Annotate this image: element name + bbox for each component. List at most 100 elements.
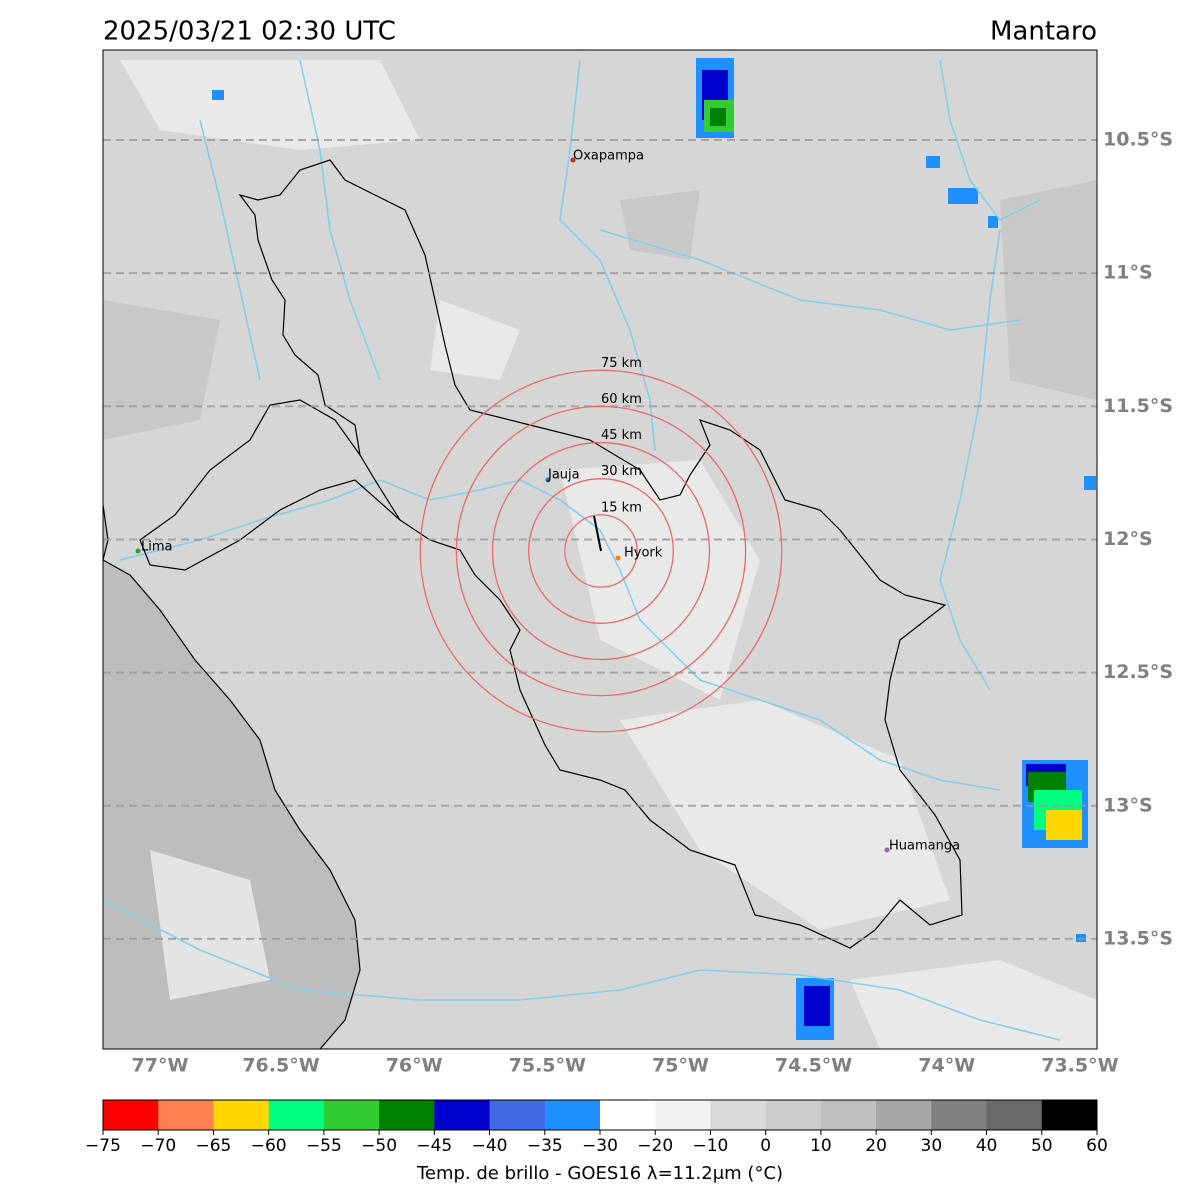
bright-patch bbox=[430, 300, 520, 380]
colorbar-tick-label: −20 bbox=[637, 1136, 673, 1156]
distance-ring bbox=[528, 478, 674, 624]
distance-ring bbox=[491, 441, 711, 661]
sub-basin-boundary bbox=[139, 399, 401, 571]
distance-ring bbox=[419, 369, 783, 733]
colorbar-segment bbox=[876, 1100, 932, 1130]
river bbox=[199, 119, 261, 381]
colorbar-segment bbox=[544, 1100, 601, 1130]
bright-patch bbox=[150, 850, 270, 1000]
colorbar-tick-label: −50 bbox=[361, 1136, 397, 1156]
colorbar-tick-label: 50 bbox=[1031, 1136, 1053, 1156]
dark-patch bbox=[1000, 180, 1097, 400]
colorbar-tick-label: 10 bbox=[810, 1136, 832, 1156]
lon-label: 75.5°W bbox=[509, 1055, 586, 1077]
ring-label: 15 km bbox=[601, 500, 642, 515]
colorbar-tick-label: 30 bbox=[921, 1136, 943, 1156]
wind-vector bbox=[593, 515, 602, 552]
place-label: Huamanga bbox=[889, 839, 960, 854]
colorbar-segment bbox=[158, 1100, 214, 1130]
ring-label: 30 km bbox=[601, 464, 642, 479]
lon-label: 76.5°W bbox=[242, 1055, 319, 1077]
ring-label: 75 km bbox=[601, 356, 642, 371]
dark-patch bbox=[103, 300, 220, 440]
river bbox=[939, 59, 1041, 222]
cloud-pixel bbox=[804, 986, 830, 1026]
lon-label: 77°W bbox=[132, 1055, 189, 1077]
colorbar-tick-label: −70 bbox=[140, 1136, 176, 1156]
lon-label: 74.5°W bbox=[775, 1055, 852, 1077]
title: 2025/03/21 02:30 UTC bbox=[103, 17, 396, 47]
colorbar-tick-label: −65 bbox=[195, 1136, 231, 1156]
lat-label: 13°S bbox=[1103, 794, 1153, 816]
coastline bbox=[103, 504, 361, 1049]
colorbar-tick-label: 60 bbox=[1086, 1136, 1108, 1156]
lat-label: 13.5°S bbox=[1103, 927, 1173, 949]
place-label: Hyork bbox=[624, 546, 663, 561]
lon-label: 76°W bbox=[386, 1055, 443, 1077]
distance-ring bbox=[564, 514, 638, 588]
cloud-pixel bbox=[1046, 810, 1082, 840]
bright-patch bbox=[560, 460, 760, 700]
colorbar-segment bbox=[213, 1100, 270, 1130]
river bbox=[599, 229, 1021, 331]
colorbar-segment bbox=[103, 1100, 159, 1130]
colorbar-tick-label: −35 bbox=[527, 1136, 563, 1156]
colorbar-segment bbox=[434, 1100, 491, 1130]
colorbar-segment bbox=[379, 1100, 435, 1130]
colorbar-tick-label: −55 bbox=[306, 1136, 342, 1156]
colorbar-tick-label: −10 bbox=[692, 1136, 728, 1156]
colorbar-segment bbox=[986, 1100, 1043, 1130]
lon-label: 73.5°W bbox=[1041, 1055, 1118, 1077]
cloud-pixel bbox=[212, 90, 224, 100]
colorbar-segment bbox=[710, 1100, 767, 1130]
region: Mantaro bbox=[990, 17, 1097, 47]
place-dot bbox=[545, 477, 551, 483]
map-frame bbox=[102, 49, 1098, 1050]
place-dot bbox=[570, 157, 576, 163]
river bbox=[559, 59, 656, 451]
distance-ring bbox=[455, 405, 747, 697]
colorbar-segment bbox=[600, 1100, 656, 1130]
basin-boundary bbox=[238, 159, 963, 949]
cloud-pixel bbox=[988, 216, 998, 228]
bright-patch bbox=[120, 60, 420, 150]
colorbar-tick-label: −45 bbox=[416, 1136, 452, 1156]
colorbar-tick-label: 40 bbox=[976, 1136, 998, 1156]
colorbar-segment bbox=[268, 1100, 325, 1130]
lat-label: 11.5°S bbox=[1103, 395, 1173, 417]
river bbox=[103, 899, 1061, 1041]
colorbar-segment bbox=[931, 1100, 988, 1130]
ring-label: 45 km bbox=[601, 428, 642, 443]
colorbar-segment bbox=[765, 1100, 822, 1130]
colorbar-tick-label: −30 bbox=[582, 1136, 618, 1156]
place-label: Jauja bbox=[547, 468, 580, 483]
cloud-pixel bbox=[926, 156, 940, 168]
colorbar-label: Temp. de brillo - GOES16 λ=11.2μm (°C) bbox=[416, 1163, 783, 1184]
lat-label: 12°S bbox=[1103, 528, 1153, 550]
lon-label: 75°W bbox=[652, 1055, 709, 1077]
dark-patch bbox=[620, 190, 700, 260]
place-label: Oxapampa bbox=[573, 149, 644, 164]
colorbar-segment bbox=[820, 1100, 877, 1130]
bright-patch bbox=[620, 700, 950, 930]
bright-patch bbox=[850, 960, 1097, 1049]
colorbar-segment bbox=[1041, 1100, 1098, 1130]
cloud-pixel bbox=[948, 188, 978, 204]
river bbox=[299, 59, 381, 381]
lat-label: 11°S bbox=[1103, 262, 1153, 284]
colorbar-tick-label: −75 bbox=[85, 1136, 121, 1156]
cloud-pixel bbox=[710, 108, 726, 126]
river bbox=[119, 479, 1001, 791]
colorbar-segment bbox=[323, 1100, 380, 1130]
colorbar-tick-label: 20 bbox=[865, 1136, 887, 1156]
lat-label: 12.5°S bbox=[1103, 661, 1173, 683]
map-layer bbox=[103, 50, 1097, 1049]
cloud-pixel bbox=[1084, 476, 1096, 490]
lat-label: 10.5°S bbox=[1103, 129, 1173, 151]
colorbar-segment bbox=[655, 1100, 711, 1130]
colorbar-tick-label: −40 bbox=[472, 1136, 508, 1156]
colorbar-tick-label: 0 bbox=[760, 1136, 771, 1156]
place-dot bbox=[615, 555, 621, 561]
colorbar-segment bbox=[489, 1100, 546, 1130]
